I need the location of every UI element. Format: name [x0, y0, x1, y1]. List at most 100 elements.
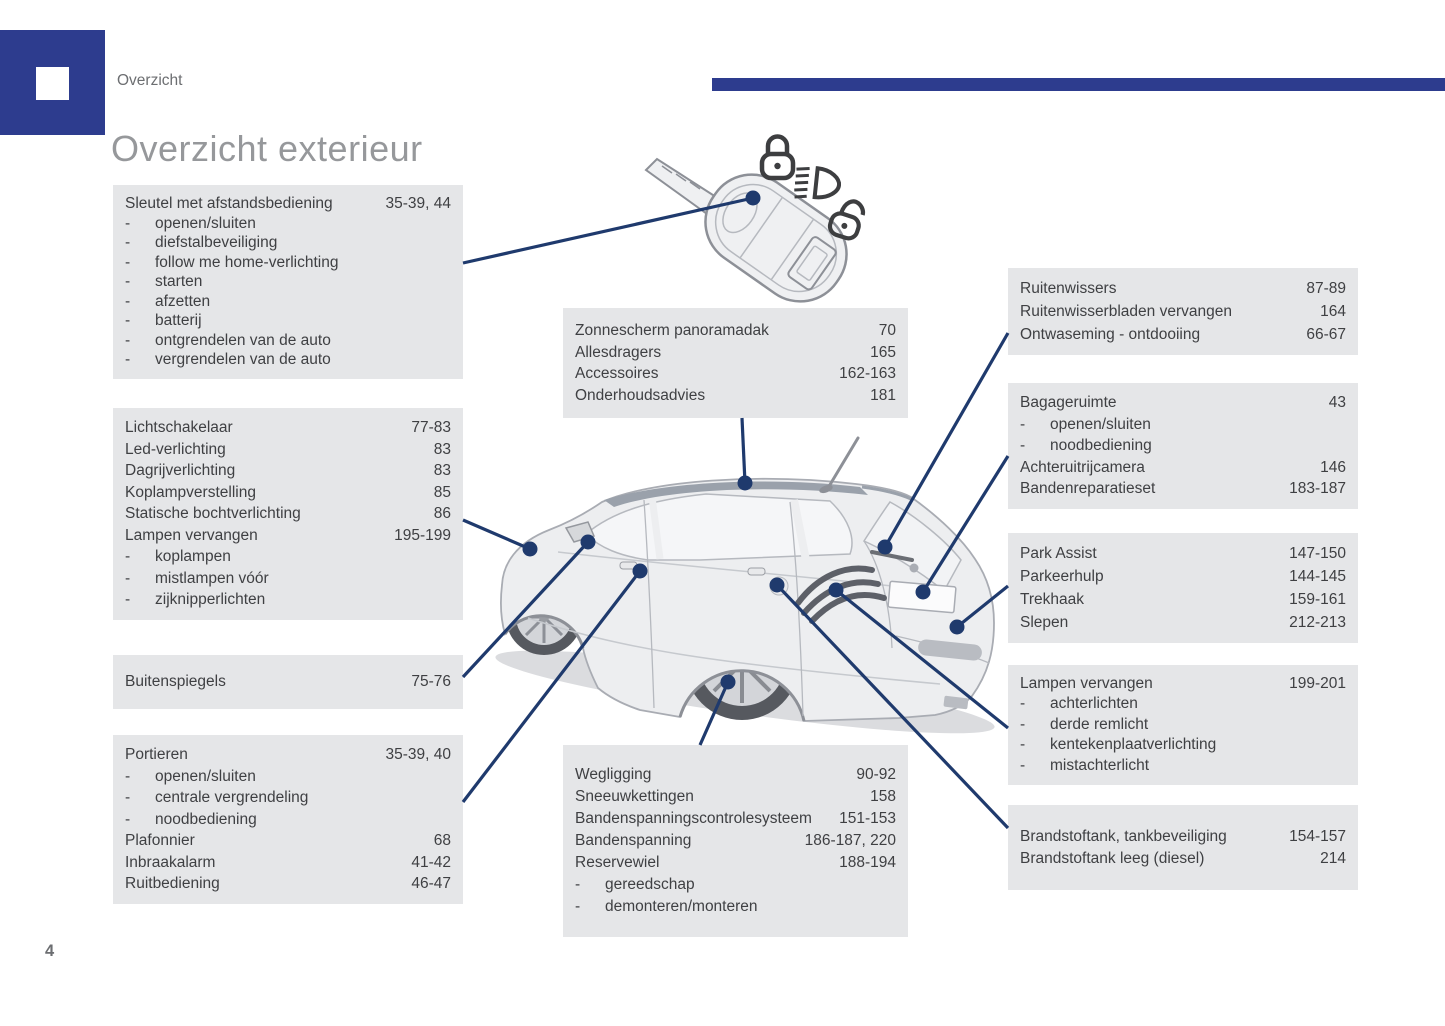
item-label: Koplampverstelling	[125, 483, 256, 501]
item-label: koplampen	[155, 548, 231, 565]
rear-window	[862, 501, 962, 593]
dash-bullet: -	[575, 898, 581, 915]
item-label: Sleutel met afstandsbediening	[125, 195, 333, 212]
item-pages: 35-39, 40	[385, 746, 452, 763]
index-item: Zonnescherm panoramadak 70	[575, 320, 896, 342]
item-label: Inbraakalarm	[125, 853, 216, 871]
item-label: vergrendelen van de auto	[155, 351, 331, 368]
item-pages: 181	[870, 386, 896, 404]
item-label: Accessoires	[575, 365, 659, 382]
item-pages: 154-157	[1289, 828, 1346, 845]
index-item: Ruitbediening 46-47	[125, 873, 451, 895]
side-windows	[584, 493, 853, 561]
item-label: ontgrendelen van de auto	[155, 331, 331, 349]
index-item: Onderhoudsadvies 181	[575, 385, 896, 407]
index-box-mirrors: Buitenspiegels 75-76	[113, 655, 463, 709]
front-arch	[503, 614, 585, 649]
index-item: Dagrijverlichting 83	[125, 460, 451, 482]
item-label: Achteruitrijcamera	[1020, 458, 1145, 476]
rear-wiper	[870, 550, 914, 562]
index-item: Portieren 35-39, 40	[125, 744, 451, 766]
index-box-roof: Zonnescherm panoramadak 70 Allesdragers 165…	[563, 308, 908, 418]
item-label: Ruitenwissers	[1020, 280, 1117, 297]
index-subitem: - vergrendelen van de auto	[125, 350, 451, 370]
item-label: afzetten	[155, 292, 211, 310]
connector-key	[462, 196, 754, 265]
item-label: Dagrijverlichting	[125, 462, 236, 479]
item-pages: 66-67	[1306, 326, 1346, 343]
item-label: Trekhaak	[1020, 591, 1085, 608]
connector-dot	[915, 584, 931, 600]
chapter-title: Overzicht	[117, 72, 183, 89]
index-item: Park Assist 147-150	[1020, 542, 1346, 565]
index-item: Ruitenwissers 87-89	[1020, 277, 1346, 300]
connector-rear-lamps	[834, 588, 1010, 730]
connector-dot	[522, 541, 538, 557]
connector-dot	[580, 534, 596, 550]
door-cuts	[643, 499, 990, 717]
item-label: Zonnescherm panoramadak	[575, 322, 769, 339]
connector-lines	[461, 196, 1010, 830]
item-label: mistachterlicht	[1050, 756, 1150, 774]
item-label: Lichtschakelaar	[125, 419, 233, 436]
item-pages: 41-42	[411, 853, 451, 871]
item-label: Brandstoftank, tankbeveiliging	[1020, 828, 1227, 845]
connector-parking	[955, 584, 1010, 629]
item-label: Buitenspiegels	[125, 673, 226, 690]
index-item: Bandenspanning 186-187, 220	[575, 830, 896, 852]
exhaust	[943, 695, 969, 710]
item-pages: 159-161	[1289, 591, 1346, 608]
index-subitem: - zijknipperlichten	[125, 589, 451, 611]
open-padlock-icon	[827, 199, 866, 241]
item-pages: 214	[1320, 849, 1346, 867]
item-pages: 147-150	[1289, 545, 1346, 562]
dash-bullet: -	[125, 591, 131, 608]
item-pages: 75-76	[411, 673, 451, 690]
dash-bullet: -	[125, 273, 131, 290]
index-subitem: - gereedschap	[575, 874, 896, 896]
index-subitem: - ontgrendelen van de auto	[125, 331, 451, 351]
connector-dot	[737, 475, 753, 491]
index-subitem: - follow me home-verlichting	[125, 253, 451, 273]
index-box-boot: Bagageruimte 43 - openen/sluiten - noodbedien…	[1008, 383, 1358, 509]
index-subitem: - demonteren/monteren	[575, 896, 896, 918]
license-plate	[887, 580, 957, 614]
item-pages: 87-89	[1306, 280, 1346, 297]
index-item: Brandstoftank leeg (diesel) 214	[1020, 848, 1346, 870]
index-item: Ruitenwisserbladen vervangen 164	[1020, 300, 1346, 323]
index-item: Accessoires 162-163	[575, 363, 896, 385]
item-label: Onderhoudsadvies	[575, 386, 706, 404]
rear-wheel	[685, 606, 799, 720]
item-label: noodbediening	[155, 810, 257, 828]
item-pages: 164	[1320, 303, 1346, 320]
item-pages: 83	[433, 440, 451, 458]
index-box-wheels: Wegligging 90-92 Sneeuwkettingen 158 Bandens…	[563, 745, 908, 937]
index-item: Koplampverstelling 85	[125, 482, 451, 504]
connector-dot	[828, 582, 844, 598]
item-label: Lampen vervangen	[1020, 675, 1153, 692]
antenna-base	[819, 484, 833, 494]
item-pages: 35-39, 44	[385, 195, 452, 212]
item-label: Portieren	[125, 746, 188, 763]
item-label: Lampen vervangen	[125, 526, 258, 544]
item-label: Sneeuwkettingen	[575, 788, 694, 805]
dash-bullet: -	[125, 351, 131, 368]
item-label: mistlampen vóór	[155, 569, 269, 587]
item-label: gereedschap	[605, 876, 695, 893]
connector-dot	[769, 577, 785, 593]
item-label: diefstalbeveiliging	[155, 234, 278, 251]
dash-bullet: -	[125, 234, 131, 251]
item-label: openen/sluiten	[155, 767, 256, 785]
dash-bullet: -	[1020, 715, 1026, 733]
item-label: noodbediening	[1050, 437, 1152, 454]
connector-wheels	[698, 681, 730, 746]
index-subitem: - mistachterlicht	[1020, 756, 1346, 776]
closed-padlock-icon	[759, 134, 796, 181]
item-label: Park Assist	[1020, 545, 1097, 562]
chapter-marker	[0, 30, 105, 135]
connector-roof	[740, 417, 747, 484]
connector-dot	[632, 563, 648, 579]
item-pages: 188-194	[839, 854, 896, 871]
dash-bullet: -	[125, 548, 131, 565]
index-subitem: - openen/sluiten	[125, 214, 451, 234]
